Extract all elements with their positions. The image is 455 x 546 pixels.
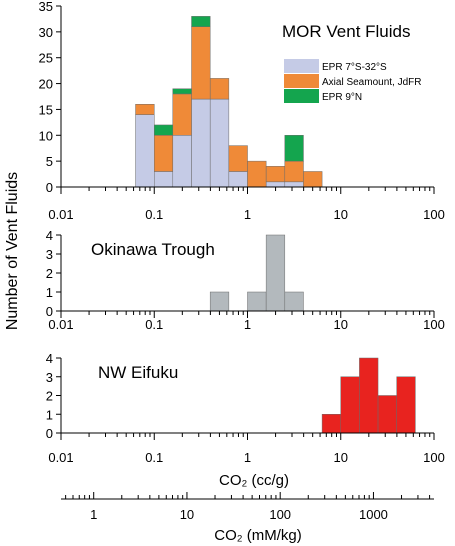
secondary-tick-label-2: 100 xyxy=(269,507,291,522)
y-tick-label-0-7: 35 xyxy=(39,0,53,14)
bar-epr_7_32-4 xyxy=(209,98,230,188)
bar-axial-3 xyxy=(191,26,211,100)
secondary-tick-label-3: 1000 xyxy=(359,507,388,522)
secondary-tick-label-1: 10 xyxy=(180,507,194,522)
y-tick-label-0-3: 15 xyxy=(39,102,53,117)
y-tick-label-0-2: 10 xyxy=(39,128,53,143)
legend-label-axial: Axial Seamount, JdFR xyxy=(322,77,422,88)
bar-axial-6 xyxy=(247,160,267,188)
bar-epr_7_32-2 xyxy=(172,135,192,188)
bar-epr_9n-8 xyxy=(284,135,304,162)
bar-epr_7_32-1 xyxy=(154,171,174,188)
x-tick-label-0-3: 10 xyxy=(334,207,348,222)
x-tick-label-0-2: 1 xyxy=(244,207,251,222)
legend-swatch-epr_9n xyxy=(284,89,319,103)
y-tick-label-1-4: 4 xyxy=(46,228,53,243)
y-tick-label-1-2: 2 xyxy=(46,266,53,281)
bar-axial-1 xyxy=(154,135,174,172)
bar-2-2 xyxy=(359,357,379,434)
bar-epr_7_32-3 xyxy=(191,98,211,188)
bar-epr_9n-3 xyxy=(191,16,211,27)
bar-2-0 xyxy=(321,414,342,434)
legend-swatch-axial xyxy=(284,74,319,88)
x-tick-label-2-4: 100 xyxy=(423,450,445,465)
x-tick-label-0-0: 0.01 xyxy=(48,207,73,222)
bar-axial-5 xyxy=(228,145,248,172)
bar-epr_7_32-8 xyxy=(284,181,304,188)
secondary-axis-label: CO₂ (mM/kg) xyxy=(214,527,301,544)
x-tick-label-1-0: 0.01 xyxy=(48,317,73,332)
x-tick-label-1-2: 1 xyxy=(244,317,251,332)
bar-epr_9n-2 xyxy=(172,88,192,95)
bar-2-4 xyxy=(396,376,416,434)
bar-axial-7 xyxy=(265,166,286,183)
bar-1-3 xyxy=(265,234,286,312)
bar-epr_7_32-7 xyxy=(265,181,286,188)
y-tick-label-2-4: 4 xyxy=(46,351,53,366)
x-tick-label-2-1: 0.1 xyxy=(145,450,163,465)
x-tick-label-0-4: 100 xyxy=(423,207,445,222)
x-axis-label-2: CO₂ (cc/g) xyxy=(219,472,289,489)
y-tick-label-0-1: 5 xyxy=(46,154,53,169)
y-tick-label-1-1: 1 xyxy=(46,285,53,300)
bar-1-2 xyxy=(247,291,267,312)
y-tick-label-1-3: 3 xyxy=(46,247,53,262)
y-axis-label: Number of Vent Fluids xyxy=(4,172,21,330)
x-tick-label-1-1: 0.1 xyxy=(145,317,163,332)
y-tick-label-2-1: 1 xyxy=(46,407,53,422)
x-tick-label-0-1: 0.1 xyxy=(145,207,163,222)
legend-label-epr_7_32: EPR 7°S-32°S xyxy=(322,62,387,73)
bar-axial-0 xyxy=(135,104,155,115)
panel-title-2: NW Eifuku xyxy=(98,363,178,382)
y-tick-label-2-2: 2 xyxy=(46,389,53,404)
x-tick-label-2-3: 10 xyxy=(334,450,348,465)
bar-epr_7_32-0 xyxy=(135,114,155,188)
x-tick-label-2-0: 0.01 xyxy=(48,450,73,465)
legend-label-epr_9n: EPR 9°N xyxy=(322,92,362,103)
panel-title-0: MOR Vent Fluids xyxy=(282,22,411,41)
bar-1-4 xyxy=(284,291,304,312)
bar-axial-4 xyxy=(209,78,230,100)
bar-1-0 xyxy=(209,291,230,312)
panel-title-1: Okinawa Trough xyxy=(91,240,215,259)
y-tick-label-0-6: 30 xyxy=(39,25,53,40)
secondary-tick-label-0: 1 xyxy=(90,507,97,522)
bar-2-3 xyxy=(377,395,397,434)
x-tick-label-1-4: 100 xyxy=(423,317,445,332)
y-tick-label-0-4: 20 xyxy=(39,77,53,92)
y-tick-label-0-0: 0 xyxy=(46,180,53,195)
bar-epr_7_32-5 xyxy=(228,171,248,188)
bar-axial-8 xyxy=(284,160,304,183)
x-tick-label-2-2: 1 xyxy=(244,450,251,465)
bar-axial-9 xyxy=(303,171,323,188)
y-tick-label-0-5: 25 xyxy=(39,51,53,66)
x-tick-label-1-3: 10 xyxy=(334,317,348,332)
bar-axial-2 xyxy=(172,93,192,136)
bar-2-1 xyxy=(340,376,360,434)
y-tick-label-2-3: 3 xyxy=(46,370,53,385)
bar-epr_9n-1 xyxy=(154,124,174,136)
legend-swatch-epr_7_32 xyxy=(284,59,319,73)
y-tick-label-2-0: 0 xyxy=(46,426,53,441)
y-tick-label-1-0: 0 xyxy=(46,304,53,319)
